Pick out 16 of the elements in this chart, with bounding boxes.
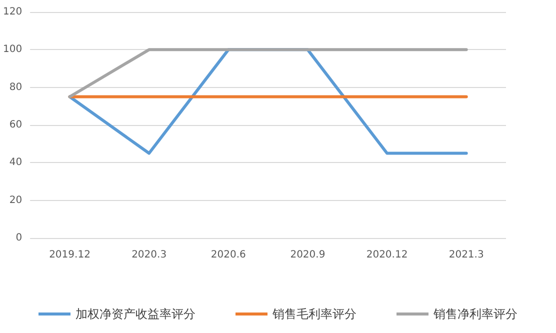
- y-tick-label: 100: [2, 44, 22, 56]
- x-tick-label: 2020.12: [366, 250, 408, 260]
- y-tick-label: 20: [9, 194, 22, 206]
- x-tick-label: 2019.12: [49, 250, 90, 260]
- y-tick-label: 0: [16, 232, 22, 244]
- x-tick-label: 2020.9: [290, 250, 326, 260]
- y-tick-label: 40: [9, 157, 22, 168]
- x-tick-label: 2020.6: [210, 250, 246, 260]
- x-tick-label: 2020.3: [132, 250, 167, 260]
- y-tick-label: 80: [9, 82, 22, 93]
- legend-label: 销售净利率评分: [432, 307, 518, 321]
- x-tick-label: 2021.3: [448, 250, 484, 260]
- y-tick-label: 120: [2, 6, 22, 18]
- legend-label: 销售毛利率评分: [272, 307, 356, 321]
- y-tick-label: 60: [9, 120, 22, 130]
- legend-label: 加权净资产收益率评分: [76, 307, 196, 321]
